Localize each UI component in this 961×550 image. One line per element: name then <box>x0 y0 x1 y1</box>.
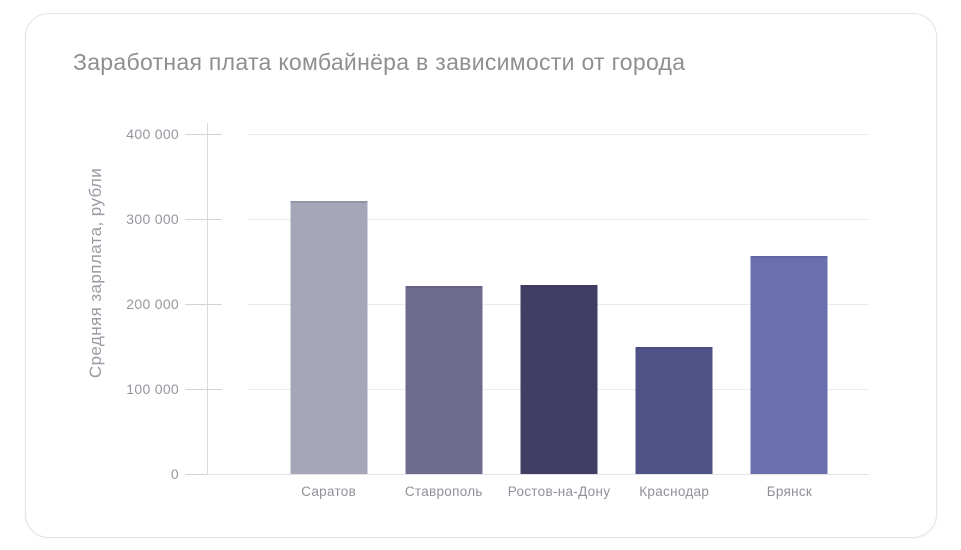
plot-area: Саратов Ставрополь Ростов-на-Дону Краснодар… <box>271 134 847 499</box>
bar[interactable] <box>405 286 483 474</box>
y-axis-tick <box>185 389 222 390</box>
bar[interactable] <box>290 201 368 474</box>
y-axis-label: Средняя зарплата, рубли <box>86 167 105 379</box>
gridline <box>248 134 869 135</box>
bar-slot: Краснодар <box>617 134 732 499</box>
bar[interactable] <box>520 285 598 474</box>
bar-slot: Ставрополь <box>386 134 501 499</box>
gridline <box>248 219 869 220</box>
y-tick-label: 200 000 <box>126 296 179 312</box>
y-axis-line <box>207 123 208 474</box>
bar-slot: Ростов-на-Дону <box>501 134 616 499</box>
x-tick-label: Брянск <box>766 484 813 499</box>
bar[interactable] <box>750 256 828 474</box>
chart-card: Заработная плата комбайнёра в зависимост… <box>25 13 937 538</box>
bar[interactable] <box>635 346 713 474</box>
x-tick-label: Ставрополь <box>404 484 483 499</box>
x-axis-line <box>207 474 869 475</box>
bar-slot: Саратов <box>271 134 386 499</box>
y-axis-tick <box>185 134 222 135</box>
y-tick-label: 400 000 <box>126 126 179 142</box>
y-tick-label: 100 000 <box>126 381 179 397</box>
y-axis-tick <box>185 219 222 220</box>
y-tick-label: 300 000 <box>126 211 179 227</box>
y-axis-tick <box>185 474 222 475</box>
x-tick-label: Ростов-на-Дону <box>507 484 611 499</box>
y-tick-label: 0 <box>170 466 179 482</box>
y-axis-tick <box>185 304 222 305</box>
chart-title: Заработная плата комбайнёра в зависимост… <box>73 49 686 75</box>
bar-slot: Брянск <box>732 134 847 499</box>
x-tick-label: Краснодар <box>639 484 710 499</box>
x-tick-label: Саратов <box>301 484 357 499</box>
